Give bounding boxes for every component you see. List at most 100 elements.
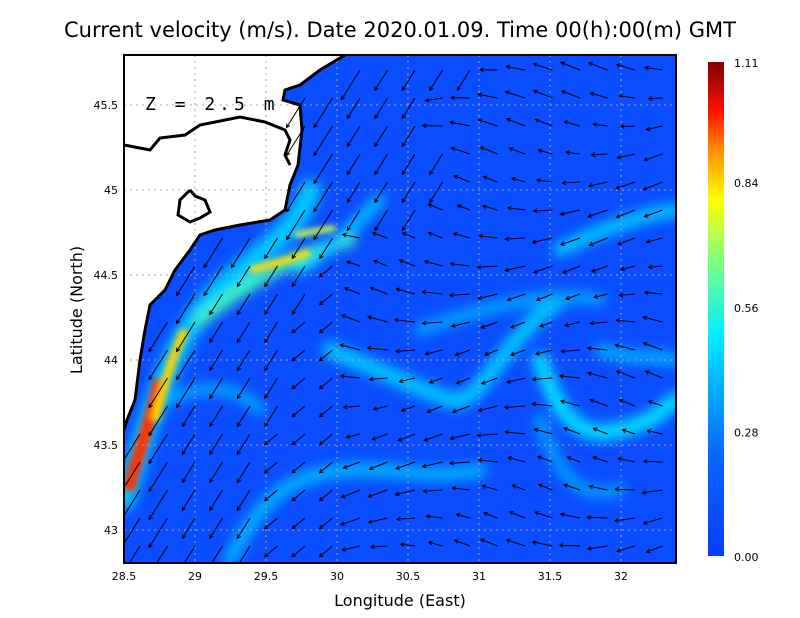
velocity-arrow [587,61,608,71]
coastline-bay [176,188,212,224]
velocity-arrow [560,348,581,354]
speed-band [553,203,676,257]
velocity-arrow [148,377,168,409]
speed-band [223,462,487,563]
velocity-arrow [647,96,663,101]
velocity-arrow [148,489,168,521]
velocity-arrow [536,455,553,463]
velocity-arrow [264,293,278,316]
velocity-arrow [533,427,553,435]
velocity-arrow [561,265,581,274]
velocity-arrow [372,405,388,411]
velocity-arrow [318,545,333,558]
velocity-arrow [452,232,471,239]
velocity-arrow [264,405,278,428]
velocity-arrow [476,92,498,99]
velocity-arrow [203,265,223,297]
velocity-arrow [587,181,608,188]
speed-band [165,384,265,415]
velocity-arrow [371,231,388,239]
velocity-arrow [531,237,553,245]
velocity-arrow [286,125,306,157]
velocity-arrow [400,405,416,412]
velocity-arrow [424,97,443,103]
velocity-arrow [236,405,251,428]
speed-core [294,225,336,238]
velocity-arrow [588,484,608,491]
x-tick-label: 29.5 [254,570,279,583]
velocity-arrow [614,343,636,351]
velocity-arrow [643,153,663,162]
velocity-arrow [563,321,581,328]
velocity-arrow [476,432,498,438]
x-tick-label: 31.5 [538,570,563,583]
velocity-arrow [286,181,306,213]
velocity-arrow [181,489,196,512]
grid-lines [124,55,676,563]
velocity-arrow [291,349,306,362]
velocity-arrow [345,433,361,439]
land [124,55,345,430]
velocity-arrow [507,456,526,463]
y-axis-label: Latitude (North) [67,246,86,374]
velocity-arrow [401,69,416,92]
velocity-arrow [448,460,471,466]
velocity-arrow [346,153,361,176]
velocity-arrow [291,517,306,530]
velocity-arrow [558,373,581,379]
velocity-arrow [397,433,416,442]
velocity-arrow [425,514,443,519]
velocity-arrow [399,542,416,547]
velocity-arrow [534,510,553,519]
velocity-arrow [369,544,388,550]
velocity-arrow [589,91,608,99]
velocity-arrow [395,287,416,295]
velocity-arrow [393,317,416,323]
velocity-arrow [264,265,278,288]
velocity-arrow [148,321,168,353]
velocity-arrow [617,237,636,246]
velocity-arrow [647,400,663,407]
velocity-arrow [128,545,141,563]
colorbar-tick-label: 0.56 [734,302,759,315]
velocity-arrow [509,321,526,329]
velocity-arrow [394,348,416,354]
x-ticks: 28.5 29 29.5 30 30.5 31 31.5 32 [112,570,628,583]
velocity-arrow [395,461,416,470]
velocity-arrow [374,125,388,148]
velocity-arrow [539,321,553,328]
velocity-arrow [478,67,498,73]
velocity-arrow [422,488,443,494]
velocity-arrow [264,349,278,372]
velocity-arrow [263,517,278,530]
velocity-arrow [429,181,443,204]
velocity-arrow [455,377,471,385]
velocity-arrow [505,117,526,127]
velocity-arrow [509,349,526,357]
depth-annotation: Z = 2.5 m [145,94,279,115]
speed-core [150,327,190,422]
velocity-arrow [429,69,443,92]
velocity-arrow [477,405,498,413]
velocity-arrow [395,516,416,522]
velocity-arrow [367,489,388,498]
velocity-arrow [448,120,471,127]
plot-frame [123,54,677,564]
velocity-arrow [291,461,306,474]
speed-band [322,292,568,409]
velocity-arrow [559,512,581,519]
velocity-arrow [476,264,498,270]
velocity-arrow [148,405,168,437]
velocity-arrow [532,62,553,71]
velocity-arrow [176,265,196,297]
velocity-arrow [421,461,443,469]
y-ticks: 43 43.5 44 44.5 45 45.5 [94,99,119,537]
velocity-arrow [427,540,443,547]
velocity-arrow [318,489,333,502]
colorbar-tick-label: 0.84 [734,177,759,190]
velocity-arrow [427,203,443,211]
velocity-arrow [318,461,333,474]
velocity-arrow [450,321,471,328]
y-tick-label: 45.5 [94,99,119,112]
